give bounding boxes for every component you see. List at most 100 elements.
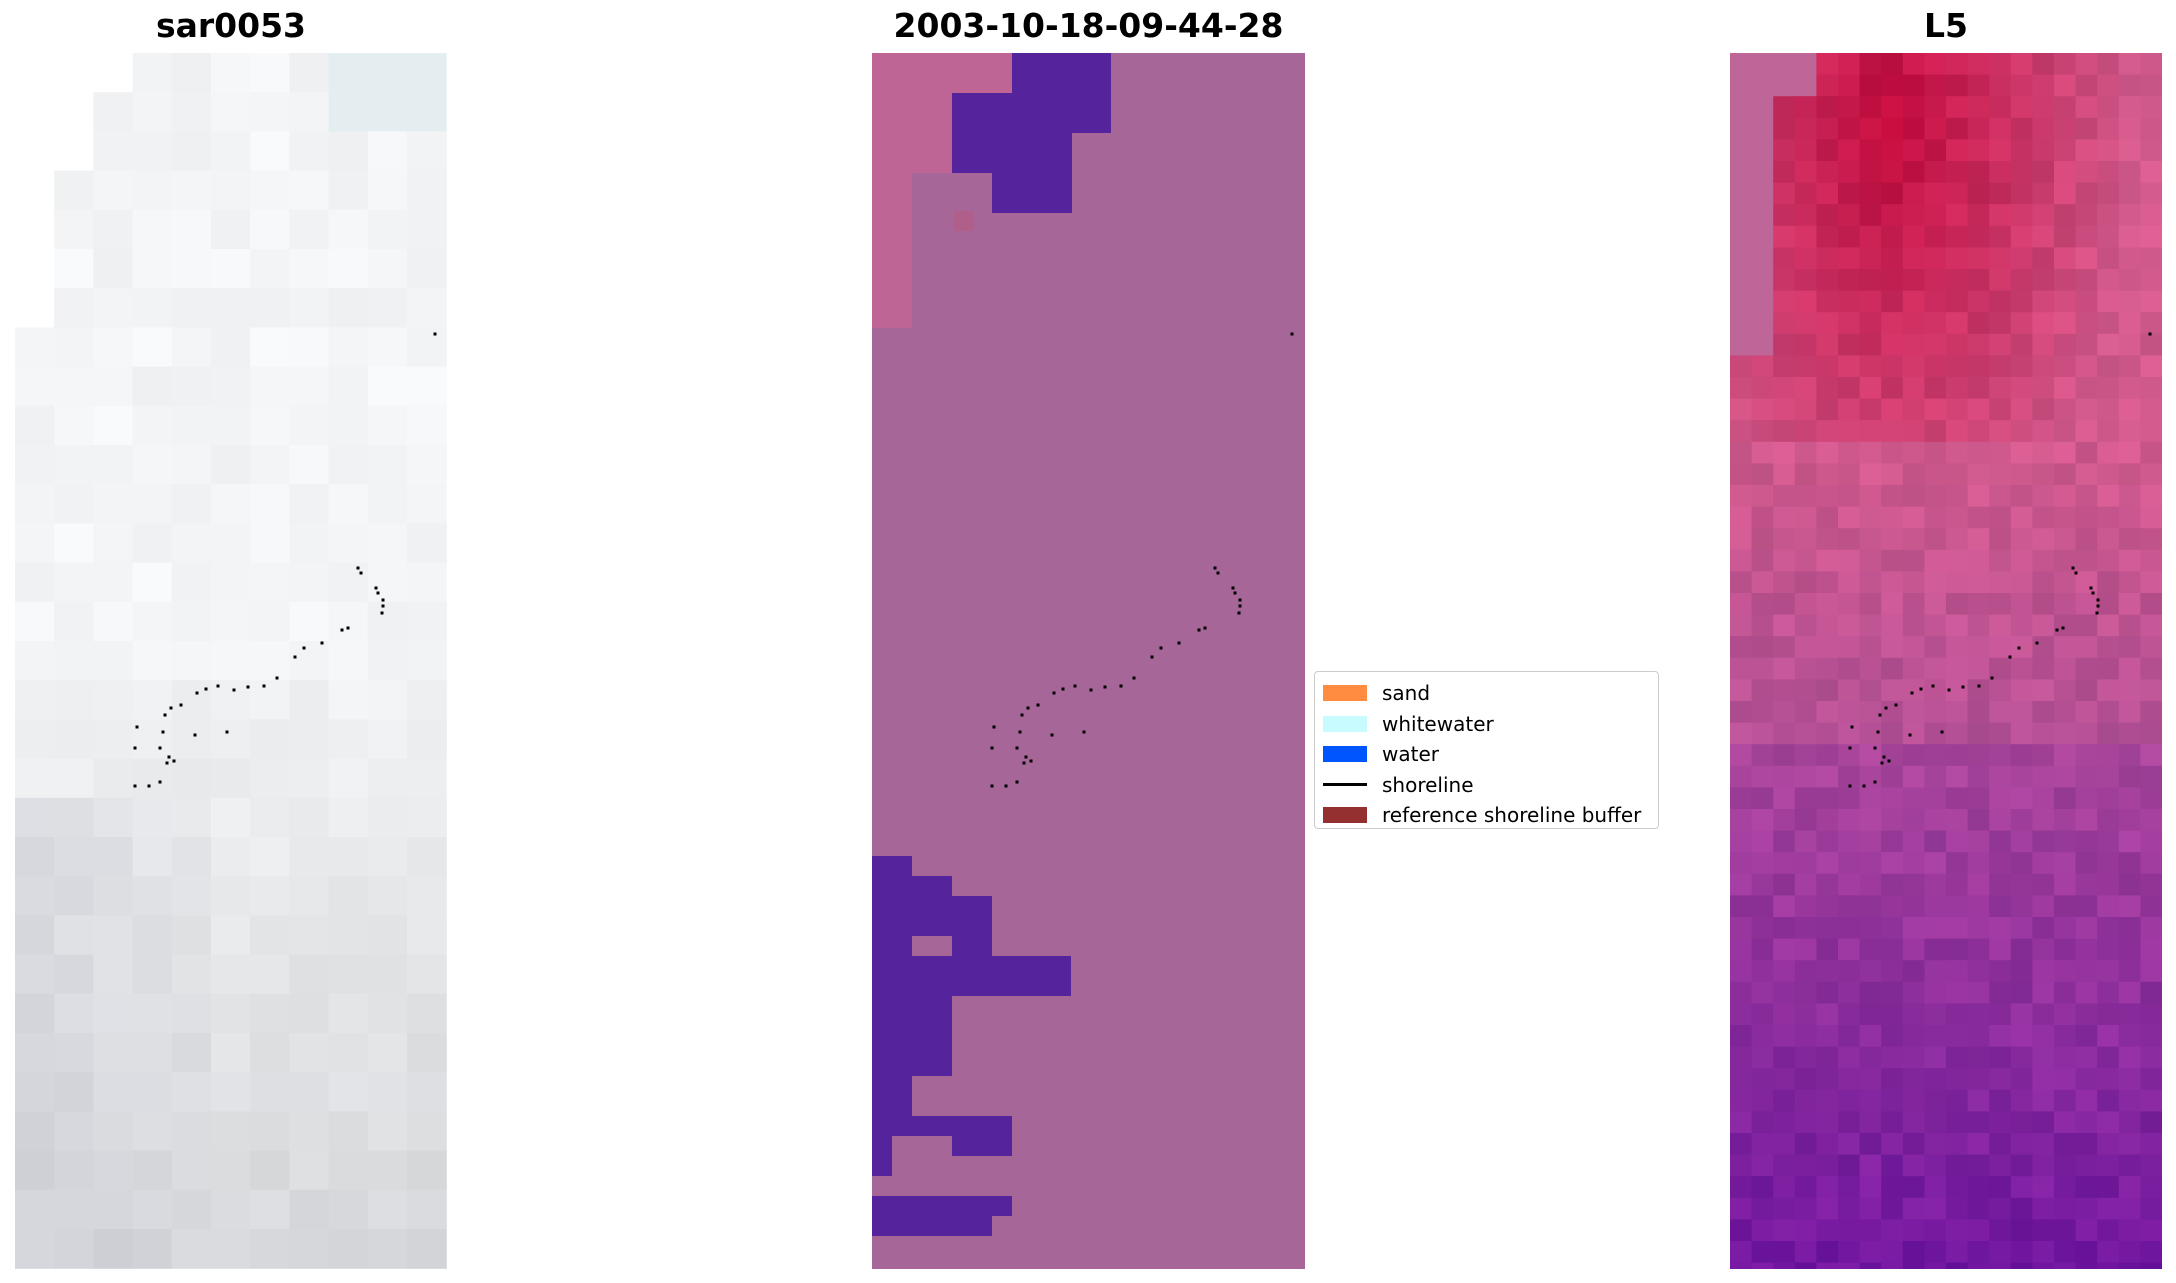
index-pixel	[1816, 117, 1839, 140]
index-pixel	[1773, 225, 1796, 248]
index-pixel	[2118, 528, 2141, 551]
shoreline-point	[374, 586, 378, 590]
index-pixel	[1946, 1197, 1969, 1220]
index-pixel	[1902, 290, 1925, 313]
index-pixel	[2032, 247, 2055, 270]
index-pixel	[2054, 333, 2077, 356]
index-pixel	[2118, 506, 2141, 529]
index-pixel	[1924, 1003, 1947, 1026]
index-pixel	[2010, 333, 2033, 356]
classification-water-patch	[872, 1056, 912, 1116]
rgb-pixel	[328, 837, 369, 877]
rgb-pixel	[211, 993, 251, 1034]
rgb-pixel	[15, 837, 55, 877]
index-pixel	[2118, 614, 2141, 637]
shoreline-point	[1908, 733, 1912, 737]
index-pixel	[2118, 571, 2141, 594]
index-pixel	[2097, 614, 2120, 637]
index-pixel	[1881, 355, 1904, 378]
index-pixel	[1924, 161, 1947, 184]
index-pixel	[1967, 355, 1990, 378]
index-pixel	[2010, 528, 2033, 551]
rgb-pixel	[93, 366, 134, 407]
index-pixel	[1859, 398, 1882, 421]
rgb-pixel	[328, 405, 369, 446]
index-pixel	[2075, 895, 2098, 918]
index-pixel	[1730, 830, 1753, 853]
rgb-pixel	[211, 209, 251, 250]
rgb-pixel	[328, 954, 369, 995]
index-pixel	[2097, 182, 2120, 205]
index-pixel	[1751, 139, 1774, 162]
index-pixel	[2032, 463, 2055, 486]
rgb-pixel	[289, 523, 330, 564]
index-pixel	[1989, 96, 2012, 119]
rgb-pixel	[93, 915, 134, 956]
rgb-pixel	[54, 562, 94, 603]
index-pixel	[1924, 53, 1947, 76]
index-pixel	[1946, 420, 1969, 443]
index-pixel	[2075, 1197, 2098, 1220]
index-pixel	[1816, 506, 1839, 529]
index-pixel	[1967, 571, 1990, 594]
index-pixel	[1859, 117, 1882, 140]
index-pixel	[2097, 830, 2120, 853]
index-pixel	[1816, 333, 1839, 356]
index-pixel	[2010, 1219, 2033, 1242]
index-pixel	[1730, 549, 1753, 572]
index-pixel	[1881, 960, 1904, 983]
index-pixel	[1773, 1241, 1796, 1264]
rgb-pixel	[407, 993, 447, 1034]
index-pixel	[2140, 960, 2162, 983]
rgb-pixel	[54, 797, 94, 838]
index-pixel	[1902, 981, 1925, 1004]
rgb-pixel	[289, 1111, 330, 1152]
index-pixel	[1902, 938, 1925, 961]
index-pixel	[1989, 765, 2012, 788]
index-pixel	[2054, 1068, 2077, 1091]
rgb-pixel	[171, 915, 212, 956]
index-pixel	[1773, 290, 1796, 313]
index-pixel	[1924, 1089, 1947, 1112]
rgb-pixel	[132, 445, 173, 485]
index-pixel	[2010, 830, 2033, 853]
index-pixel	[2097, 377, 2120, 400]
index-pixel	[1773, 269, 1796, 292]
index-pixel	[1881, 722, 1904, 745]
index-pixel	[2118, 269, 2141, 292]
index-pixel	[1881, 290, 1904, 313]
index-pixel	[1859, 290, 1882, 313]
rgb-pixel	[367, 680, 408, 720]
rgb-pixel	[250, 170, 290, 211]
index-pixel	[1730, 333, 1753, 356]
index-pixel	[2032, 722, 2055, 745]
index-pixel	[2140, 981, 2162, 1004]
index-pixel	[1989, 636, 2012, 659]
index-pixel	[1946, 53, 1969, 76]
index-pixel	[1773, 1197, 1796, 1220]
index-pixel	[2010, 117, 2033, 140]
index-pixel	[1794, 420, 1817, 443]
legend-label: whitewater	[1382, 711, 1494, 736]
index-pixel	[1946, 377, 1969, 400]
rgb-pixel	[328, 1189, 369, 1230]
rgb-pixel	[250, 719, 290, 760]
index-pixel	[1751, 290, 1774, 313]
classification-water-patch	[872, 1136, 892, 1176]
index-pixel	[1816, 225, 1839, 248]
index-pixel	[1946, 312, 1969, 335]
index-pixel	[2097, 938, 2120, 961]
rgb-pixel	[211, 484, 251, 524]
index-pixel	[2140, 873, 2162, 896]
index-pixel	[1924, 1111, 1947, 1134]
index-pixel	[2140, 485, 2162, 508]
index-pixel	[1989, 722, 2012, 745]
index-pixel	[1773, 636, 1796, 659]
index-pixel	[1730, 441, 1753, 464]
classification-water-patch	[952, 93, 1111, 133]
index-pixel	[1838, 290, 1861, 313]
rgb-pixel	[289, 562, 330, 603]
index-pixel	[2010, 225, 2033, 248]
index-pixel	[1816, 1219, 1839, 1242]
index-pixel	[1751, 765, 1774, 788]
